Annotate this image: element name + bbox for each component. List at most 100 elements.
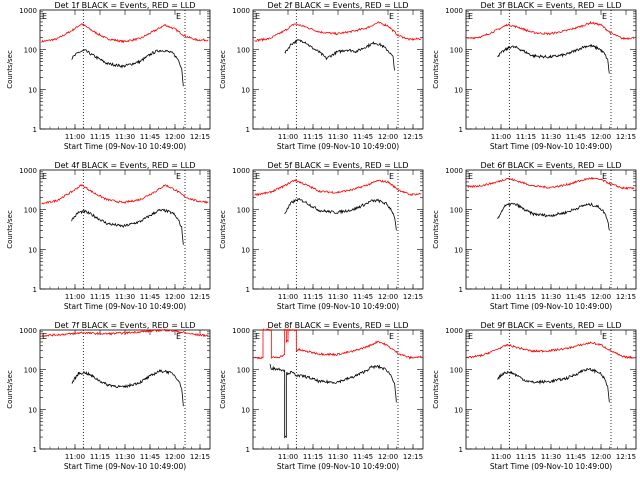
plot-frame xyxy=(252,169,424,290)
y-tick-label: 1 xyxy=(459,286,463,294)
marker-label-right: E xyxy=(176,172,181,181)
marker-label-left: E xyxy=(468,332,473,341)
x-tick-label: 11:45 xyxy=(140,293,160,301)
marker-label-right: E xyxy=(602,172,607,181)
y-tick-label: 1000 xyxy=(19,327,37,335)
x-tick-label: 12:00 xyxy=(165,133,185,141)
x-axis-label: Start Time (09-Nov-10 10:49:00) xyxy=(490,142,612,151)
panel-title: Det 7f BLACK = Events, RED = LLD xyxy=(54,321,195,330)
panel-title: Det 2f BLACK = Events, RED = LLD xyxy=(267,1,408,10)
lld-series-line xyxy=(254,178,422,196)
x-tick-label: 11:00 xyxy=(491,453,511,461)
events-series-line xyxy=(269,364,397,439)
panel-title: Det 4f BLACK = Events, RED = LLD xyxy=(54,161,195,170)
marker-label-left: E xyxy=(42,12,47,21)
x-tick-label: 11:45 xyxy=(140,133,160,141)
y-tick-label: 10 xyxy=(28,406,37,414)
lld-series-line xyxy=(41,183,209,205)
marker-label-left: E xyxy=(255,332,260,341)
x-tick-label: 11:45 xyxy=(140,453,160,461)
panel-8: Det 8f BLACK = Events, RED = LLD 1 10 100 10… xyxy=(219,321,424,471)
y-tick-label: 1000 xyxy=(232,7,250,15)
y-tick-label: 1 xyxy=(246,446,250,454)
x-tick-label: 11:45 xyxy=(353,133,373,141)
x-tick-label: 11:30 xyxy=(541,293,561,301)
x-tick-label: 11:30 xyxy=(328,453,348,461)
y-tick-label: 10 xyxy=(454,86,463,94)
marker-label-right: E xyxy=(176,12,181,21)
x-axis-label: Start Time (09-Nov-10 10:49:00) xyxy=(64,302,186,311)
panel-9: Det 9f BLACK = Events, RED = LLD 1 10 100 10… xyxy=(432,321,637,471)
x-tick-label: 11:30 xyxy=(328,133,348,141)
x-tick-label: 12:15 xyxy=(616,293,636,301)
x-tick-label: 11:15 xyxy=(303,133,323,141)
x-tick-label: 12:00 xyxy=(378,453,398,461)
panel-title: Det 8f BLACK = Events, RED = LLD xyxy=(267,321,408,330)
marker-label-left: E xyxy=(468,172,473,181)
lld-series-line xyxy=(467,20,635,41)
marker-label-left: E xyxy=(255,12,260,21)
x-tick-label: 11:15 xyxy=(516,453,536,461)
plot-frame xyxy=(465,9,637,130)
marker-label-right: E xyxy=(389,172,394,181)
events-series-line xyxy=(71,48,184,87)
y-tick-label: 1 xyxy=(33,446,37,454)
y-tick-label: 10 xyxy=(28,246,37,254)
x-tick-label: 12:00 xyxy=(165,453,185,461)
x-tick-label: 11:45 xyxy=(353,453,373,461)
x-tick-label: 11:45 xyxy=(566,133,586,141)
y-tick-label: 10 xyxy=(454,406,463,414)
panel-title: Det 5f BLACK = Events, RED = LLD xyxy=(267,161,408,170)
panel-4: Det 4f BLACK = Events, RED = LLD 1 10 100 10… xyxy=(6,161,211,311)
y-tick-label: 1000 xyxy=(445,167,463,175)
x-tick-label: 11:30 xyxy=(541,133,561,141)
events-series-line xyxy=(497,367,610,403)
x-tick-label: 12:00 xyxy=(165,293,185,301)
events-series-line xyxy=(284,38,396,71)
marker-label-left: E xyxy=(255,172,260,181)
y-tick-label: 100 xyxy=(24,367,37,375)
x-tick-label: 11:15 xyxy=(90,453,110,461)
y-tick-label: 1 xyxy=(459,126,463,134)
events-series-line xyxy=(71,369,184,407)
y-tick-label: 100 xyxy=(24,207,37,215)
x-tick-label: 11:00 xyxy=(491,293,511,301)
y-axis-label: Counts/sec xyxy=(6,210,14,249)
x-axis-label: Start Time (09-Nov-10 10:49:00) xyxy=(64,462,186,471)
y-tick-label: 100 xyxy=(24,47,37,55)
events-series-line xyxy=(497,43,610,74)
y-tick-label: 1000 xyxy=(19,167,37,175)
lld-series-line xyxy=(467,176,635,191)
plot-frame xyxy=(252,329,424,450)
y-axis-label: Counts/sec xyxy=(432,210,440,249)
marker-label-right: E xyxy=(389,12,394,21)
lld-series-line xyxy=(41,328,209,338)
x-tick-label: 11:45 xyxy=(566,453,586,461)
y-tick-label: 100 xyxy=(450,47,463,55)
x-tick-label: 12:15 xyxy=(403,293,423,301)
x-axis-label: Start Time (09-Nov-10 10:49:00) xyxy=(490,302,612,311)
y-tick-label: 100 xyxy=(237,367,250,375)
marker-label-left: E xyxy=(468,12,473,21)
plot-frame xyxy=(39,329,211,450)
panel-3: Det 3f BLACK = Events, RED = LLD 1 10 100 10… xyxy=(432,1,637,151)
y-tick-label: 100 xyxy=(237,47,250,55)
x-tick-label: 11:00 xyxy=(65,453,85,461)
plot-frame xyxy=(39,9,211,130)
x-tick-label: 12:15 xyxy=(190,293,210,301)
x-axis-label: Start Time (09-Nov-10 10:49:00) xyxy=(277,462,399,471)
y-axis-label: Counts/sec xyxy=(432,370,440,409)
x-tick-label: 12:15 xyxy=(616,453,636,461)
marker-label-right: E xyxy=(389,332,394,341)
x-tick-label: 11:30 xyxy=(115,133,135,141)
panel-7: Det 7f BLACK = Events, RED = LLD 1 10 100 10… xyxy=(6,321,211,471)
x-tick-label: 11:15 xyxy=(516,293,536,301)
x-tick-label: 11:30 xyxy=(328,293,348,301)
y-tick-label: 100 xyxy=(450,207,463,215)
y-tick-label: 1000 xyxy=(19,7,37,15)
x-tick-label: 11:30 xyxy=(115,293,135,301)
x-axis-label: Start Time (09-Nov-10 10:49:00) xyxy=(490,462,612,471)
y-tick-label: 10 xyxy=(28,86,37,94)
y-tick-label: 1000 xyxy=(445,7,463,15)
x-tick-label: 12:15 xyxy=(403,453,423,461)
